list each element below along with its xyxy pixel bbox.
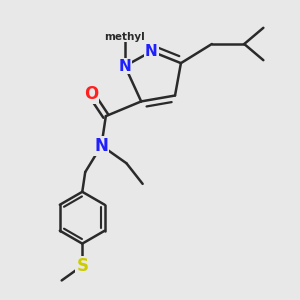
Text: N: N <box>145 44 158 59</box>
Text: O: O <box>84 85 98 103</box>
Text: N: N <box>118 58 131 74</box>
Text: methyl: methyl <box>105 32 145 42</box>
Text: S: S <box>76 257 88 275</box>
Text: N: N <box>94 136 108 154</box>
